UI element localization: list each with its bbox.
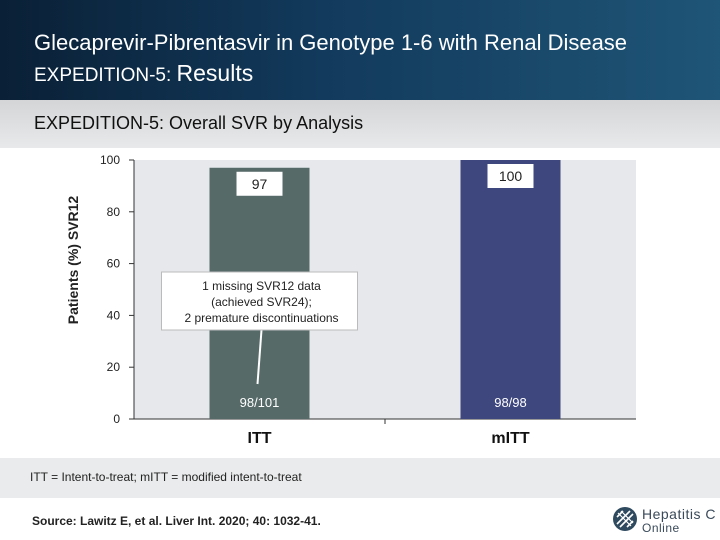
logo-line1: Hepatitis C bbox=[642, 506, 716, 522]
bar-value-box bbox=[487, 164, 534, 188]
y-tick-label: 20 bbox=[107, 360, 121, 374]
annotation-box bbox=[161, 271, 358, 331]
footnote-bar: ITT = Intent-to-treat; mITT = modified i… bbox=[0, 458, 720, 498]
bar-value-label: 100 bbox=[499, 168, 523, 184]
annotation-pointer bbox=[256, 329, 263, 385]
subtitle-main: Results bbox=[176, 60, 254, 86]
annotation-line: (achieved SVR24); bbox=[211, 295, 312, 309]
annotation-line: 1 missing SVR12 data bbox=[202, 279, 321, 293]
slide-header: Glecaprevir-Pibrentasvir in Genotype 1-6… bbox=[0, 0, 720, 100]
y-axis-label: Patients (%) SVR12 bbox=[65, 196, 81, 325]
x-category-label: ITT bbox=[248, 430, 272, 447]
slide-title: Glecaprevir-Pibrentasvir in Genotype 1-6… bbox=[34, 30, 628, 55]
section-title: EXPEDITION-5: Overall SVR by Analysis bbox=[34, 113, 364, 133]
y-tick-label: 100 bbox=[100, 153, 120, 167]
chart-area: 0 20 40 60 80 100 Patients (%) SVR12 97 98/101 IT… bbox=[0, 148, 720, 458]
bar-n-label: 98/101 bbox=[240, 395, 280, 410]
bar-value-label: 97 bbox=[252, 176, 268, 192]
logo-mark-icon bbox=[613, 507, 637, 531]
section-bar: EXPEDITION-5: Overall SVR by Analysis bbox=[0, 100, 720, 148]
logo-line2: Online bbox=[642, 521, 680, 535]
y-tick-label: 0 bbox=[113, 412, 120, 426]
slide-subtitle-line: EXPEDITION-5: Results bbox=[34, 60, 253, 87]
bar-value-box bbox=[236, 171, 283, 196]
bar-n-label: 98/98 bbox=[494, 395, 527, 410]
source-citation: Source: Lawitz E, et al. Liver Int. 2020… bbox=[32, 514, 321, 528]
bar-mitt bbox=[460, 160, 561, 419]
annotation-line: 2 premature discontinuations bbox=[184, 311, 338, 325]
x-category-label: mITT bbox=[491, 430, 529, 447]
footnote-text: ITT = Intent-to-treat; mITT = modified i… bbox=[30, 470, 302, 484]
subtitle-prefix: EXPEDITION-5: bbox=[34, 65, 177, 86]
y-tick-label: 80 bbox=[107, 205, 121, 219]
hepatitis-c-online-logo: Hepatitis C Online bbox=[612, 504, 716, 536]
y-tick-label: 60 bbox=[107, 257, 121, 271]
y-tick-label: 40 bbox=[107, 308, 121, 322]
bar-chart: 0 20 40 60 80 100 Patients (%) SVR12 97 98/101 IT… bbox=[65, 153, 636, 447]
